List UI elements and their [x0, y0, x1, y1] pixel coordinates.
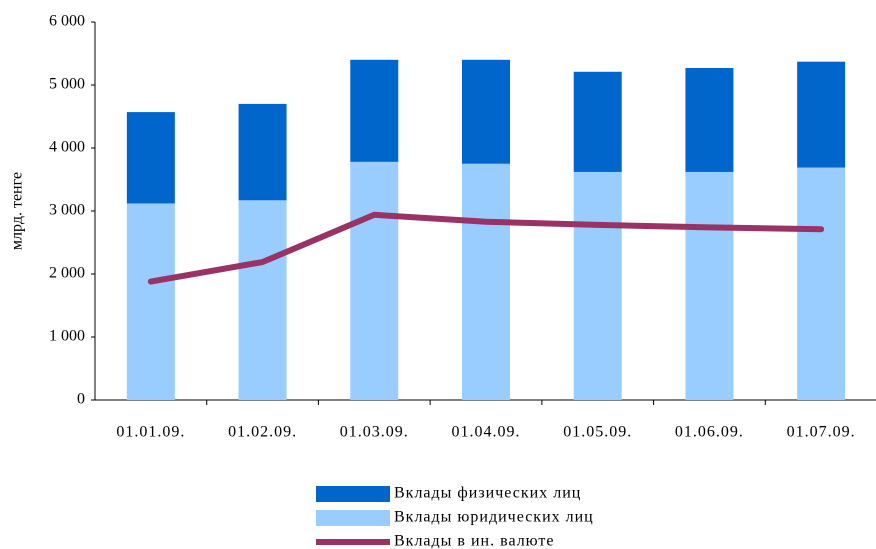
x-tick-label: 01.06.09.	[675, 424, 744, 441]
legend-label: Вклады физических лиц	[394, 485, 581, 502]
bar-segment	[797, 61, 846, 168]
legend-label: Вклады юридических лиц	[394, 509, 594, 526]
bar-segment	[573, 71, 622, 172]
legend-swatch	[316, 510, 390, 526]
y-tick-label: 4 000	[49, 139, 85, 156]
bar-segment	[126, 203, 175, 400]
x-tick-label: 01.04.09.	[452, 424, 521, 441]
y-tick-label: 5 000	[49, 76, 85, 93]
x-tick-label: 01.01.09.	[116, 424, 185, 441]
bar-segment	[126, 112, 175, 204]
x-tick-label: 01.03.09.	[340, 424, 409, 441]
bar-segment	[685, 171, 734, 400]
y-tick-label: 6 000	[49, 13, 85, 30]
y-axis-label: млрд. тенге	[9, 172, 26, 250]
x-tick-label: 01.02.09.	[228, 424, 297, 441]
x-tick-label: 01.05.09.	[563, 424, 632, 441]
bar-segment	[238, 103, 287, 201]
legend-swatch	[316, 486, 390, 502]
bar-segment	[238, 200, 287, 400]
bar-segment	[573, 171, 622, 400]
y-tick-label: 1 000	[49, 328, 85, 345]
bar-segment	[462, 59, 510, 164]
line-series	[147, 211, 825, 285]
y-tick-label: 0	[77, 391, 85, 408]
bar-segment	[462, 163, 510, 400]
x-tick-label: 01.07.09.	[787, 424, 856, 441]
bar-segment	[350, 161, 399, 400]
y-tick-label: 3 000	[49, 202, 85, 219]
bar-segment	[685, 67, 734, 172]
y-tick-label: 2 000	[49, 265, 85, 282]
bar-segment	[797, 167, 846, 400]
bar-segment	[350, 59, 399, 162]
legend-label: Вклады в ин. валюте	[394, 533, 555, 549]
